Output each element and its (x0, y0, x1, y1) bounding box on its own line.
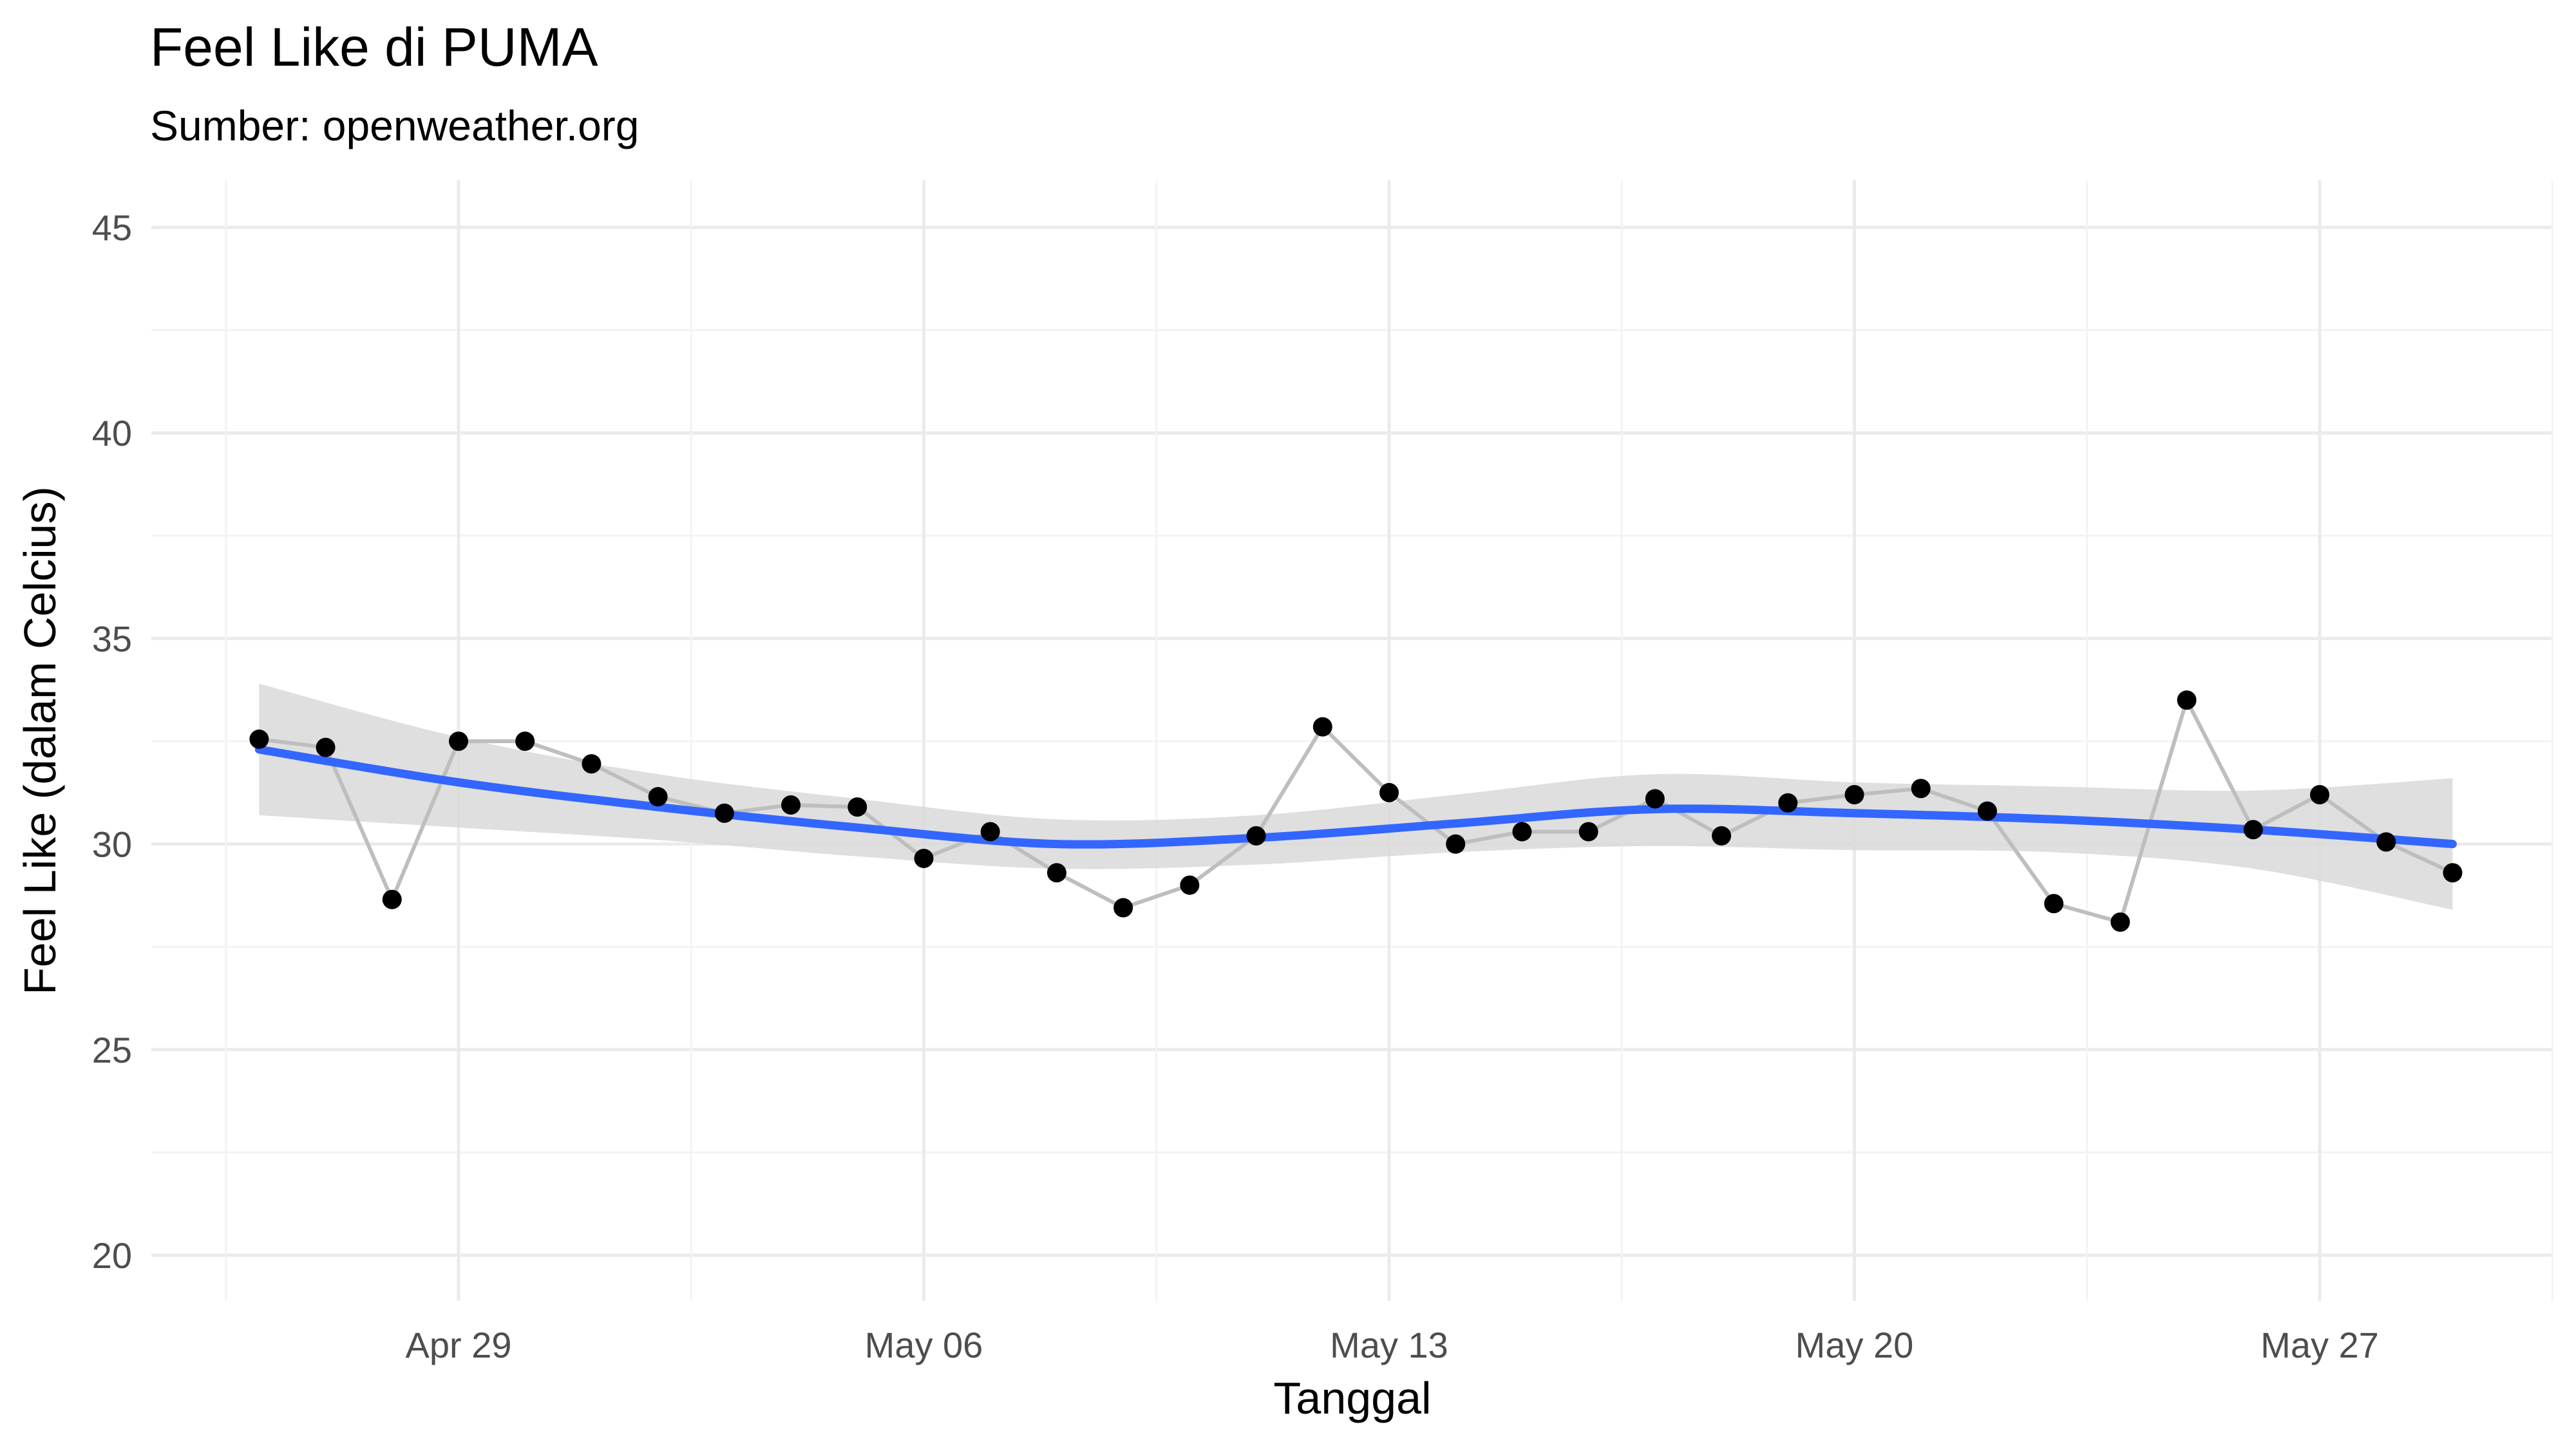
smooth-trend-line (254, 745, 2457, 849)
data-point (2044, 894, 2064, 914)
data-point (1180, 875, 1200, 895)
data-point (2443, 863, 2463, 883)
y-tick-label: 35 (92, 618, 132, 659)
y-tick-label: 20 (92, 1235, 132, 1276)
x-tick-label: May 27 (2260, 1325, 2379, 1365)
x-tick-label: May 06 (865, 1325, 983, 1365)
y-tick-labels: 20 25 30 35 40 45 (92, 207, 132, 1276)
data-point (1046, 863, 1066, 883)
data-point (914, 848, 934, 868)
data-point (1113, 898, 1133, 918)
data-point (980, 822, 1000, 842)
y-tick-label: 45 (92, 207, 132, 248)
data-point (1778, 793, 1798, 813)
confidence-band-layer (259, 683, 2453, 910)
x-axis-label: Tanggal (1273, 1373, 1431, 1423)
data-point (382, 889, 402, 909)
data-point (1844, 784, 1864, 804)
data-point (1645, 789, 1665, 809)
data-point (781, 795, 801, 815)
confidence-band (259, 683, 2453, 910)
data-point (1578, 822, 1598, 842)
x-tick-label: Apr 29 (406, 1325, 512, 1365)
x-tick-label: May 13 (1330, 1325, 1448, 1365)
points-layer (249, 690, 2463, 932)
y-axis-label: Feel Like (dalam Celcius) (15, 486, 65, 995)
data-point (2310, 784, 2329, 804)
data-point (1312, 717, 1332, 737)
data-point (1379, 782, 1399, 802)
x-tick-labels: Apr 29 May 06 May 13 May 20 May 27 (406, 1325, 2379, 1365)
data-point (714, 803, 734, 823)
data-point (1712, 826, 1732, 846)
data-point (1977, 801, 1997, 821)
data-point (1446, 834, 1466, 854)
y-tick-label: 25 (92, 1030, 132, 1070)
data-point (449, 732, 468, 751)
data-point (2110, 912, 2130, 932)
data-point (1512, 822, 1532, 842)
data-point (2177, 690, 2197, 710)
data-point (582, 754, 601, 774)
data-point (515, 732, 535, 751)
data-point (648, 787, 668, 807)
chart-subtitle: Sumber: openweather.org (150, 102, 639, 149)
observed-line-layer (258, 695, 2454, 925)
data-point (1911, 779, 1931, 799)
data-point (316, 737, 336, 757)
x-tick-label: May 20 (1795, 1325, 1914, 1365)
data-point (1246, 826, 1266, 846)
y-tick-label: 40 (92, 413, 132, 453)
y-tick-label: 30 (92, 824, 132, 865)
data-point (249, 729, 269, 749)
data-point (2376, 832, 2396, 852)
data-point (2243, 820, 2263, 840)
smooth-line-layer (254, 745, 2457, 849)
observed-line (258, 695, 2454, 925)
data-point (848, 797, 867, 817)
chart-title: Feel Like di PUMA (150, 17, 598, 77)
